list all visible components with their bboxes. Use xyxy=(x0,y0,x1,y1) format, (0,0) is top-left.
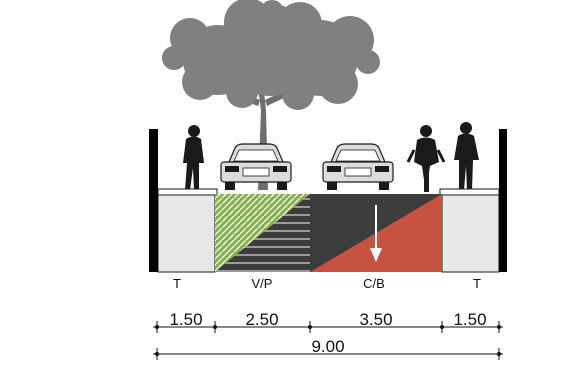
wall-right xyxy=(499,129,507,272)
car-icon xyxy=(220,143,292,190)
dimension-value: 1.50 xyxy=(169,310,202,329)
direction-arrow-icon xyxy=(370,205,382,262)
parking-lane xyxy=(215,194,310,272)
dimension-value: 1.50 xyxy=(453,310,486,329)
sidewalk-right xyxy=(441,194,500,273)
cyclist-icon xyxy=(406,125,446,192)
pedestrian-icon xyxy=(454,122,479,190)
segment-label-sidewalk-right: T xyxy=(473,276,481,291)
sidewalk-curb-right xyxy=(439,188,500,196)
tree-icon xyxy=(162,0,380,190)
pedestrian-icon xyxy=(183,125,204,190)
segment-label-sidewalk-left: T xyxy=(173,276,181,291)
dimension-line-segments xyxy=(153,321,503,333)
total-width-value: 9.00 xyxy=(311,337,344,356)
dimension-value: 3.50 xyxy=(359,310,392,329)
sidewalk-left xyxy=(157,194,216,273)
segment-label-road-bike: C/B xyxy=(363,276,385,291)
wall-left xyxy=(149,129,158,272)
sidewalk-curb-left xyxy=(157,188,218,196)
car-icon xyxy=(322,143,394,190)
dimension-value: 2.50 xyxy=(245,310,278,329)
segment-label-green-parking: V/P xyxy=(252,276,273,291)
